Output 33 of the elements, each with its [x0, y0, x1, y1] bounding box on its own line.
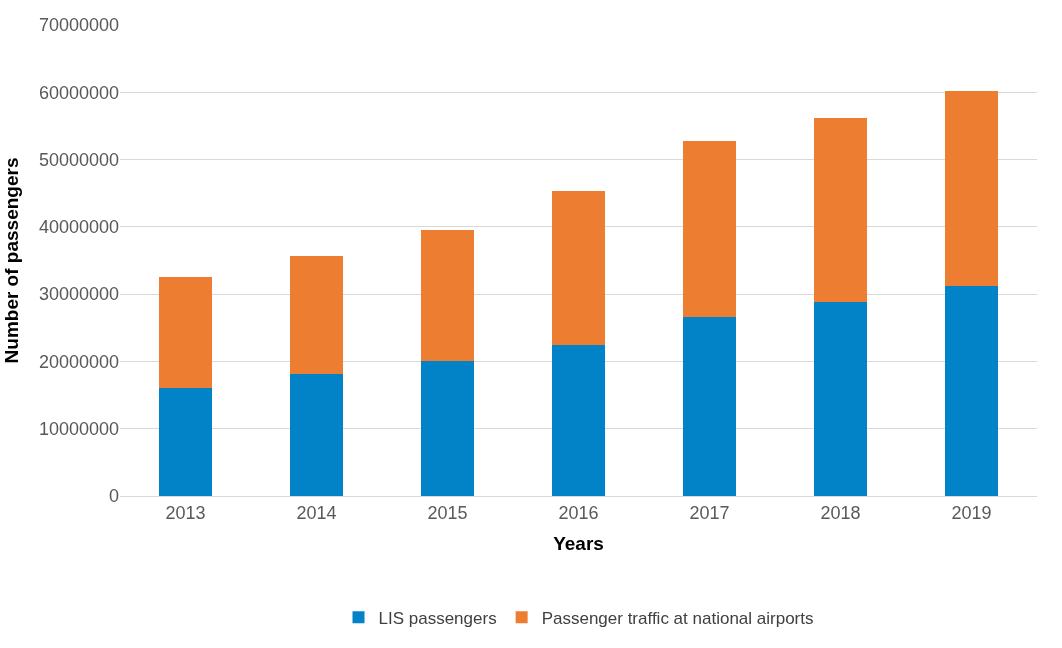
bar [945, 90, 998, 287]
y-tick-label: 70000000 [38, 15, 119, 36]
bar [290, 256, 343, 375]
bar [814, 301, 867, 496]
bar [552, 345, 605, 496]
x-tick-label: 2016 [558, 502, 599, 523]
bar [814, 117, 867, 302]
y-tick-label: 60000000 [38, 82, 119, 103]
y-axis-title: Number of passengers [0, 157, 22, 364]
legend-label: LIS passengers [378, 608, 497, 628]
bar [683, 141, 736, 318]
x-tick-label: 2018 [820, 502, 861, 523]
legend-label: Passenger traffic at national airports [541, 608, 814, 628]
y-tick-label: 40000000 [38, 217, 119, 238]
bar [159, 388, 212, 496]
x-tick-label: 2014 [296, 502, 337, 523]
x-axis-title: Years [553, 533, 604, 555]
bar [421, 361, 474, 496]
y-tick-label: 0 [108, 486, 119, 507]
bar [945, 286, 998, 496]
bar [683, 317, 736, 496]
bar [159, 276, 212, 389]
x-tick-label: 2013 [165, 502, 206, 523]
x-tick-label: 2015 [427, 502, 468, 523]
y-tick-label: 20000000 [38, 351, 119, 372]
bar [421, 229, 474, 362]
y-tick-label: 50000000 [38, 149, 119, 170]
y-tick-label: 10000000 [38, 419, 119, 440]
x-tick-label: 2017 [689, 502, 730, 523]
y-tick-label: 30000000 [38, 284, 119, 305]
bar [552, 191, 605, 346]
x-tick-label: 2019 [951, 502, 992, 523]
bar [290, 374, 343, 496]
